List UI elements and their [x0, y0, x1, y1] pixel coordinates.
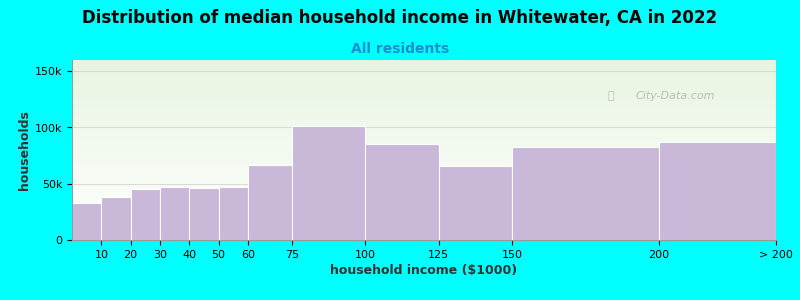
- Bar: [160, 187, 190, 240]
- Bar: [438, 166, 512, 240]
- Text: All residents: All residents: [351, 42, 449, 56]
- X-axis label: household income ($1000): household income ($1000): [330, 264, 518, 277]
- Bar: [512, 147, 658, 240]
- Y-axis label: households: households: [18, 110, 30, 190]
- Text: Ⓢ: Ⓢ: [607, 91, 614, 101]
- Bar: [102, 197, 130, 240]
- Bar: [218, 187, 248, 240]
- Bar: [292, 126, 366, 240]
- Text: Distribution of median household income in Whitewater, CA in 2022: Distribution of median household income …: [82, 9, 718, 27]
- Bar: [658, 142, 776, 240]
- Bar: [130, 189, 160, 240]
- Bar: [72, 203, 102, 240]
- Bar: [248, 165, 292, 240]
- Bar: [190, 188, 218, 240]
- Bar: [366, 144, 438, 240]
- Text: City-Data.com: City-Data.com: [635, 91, 714, 101]
